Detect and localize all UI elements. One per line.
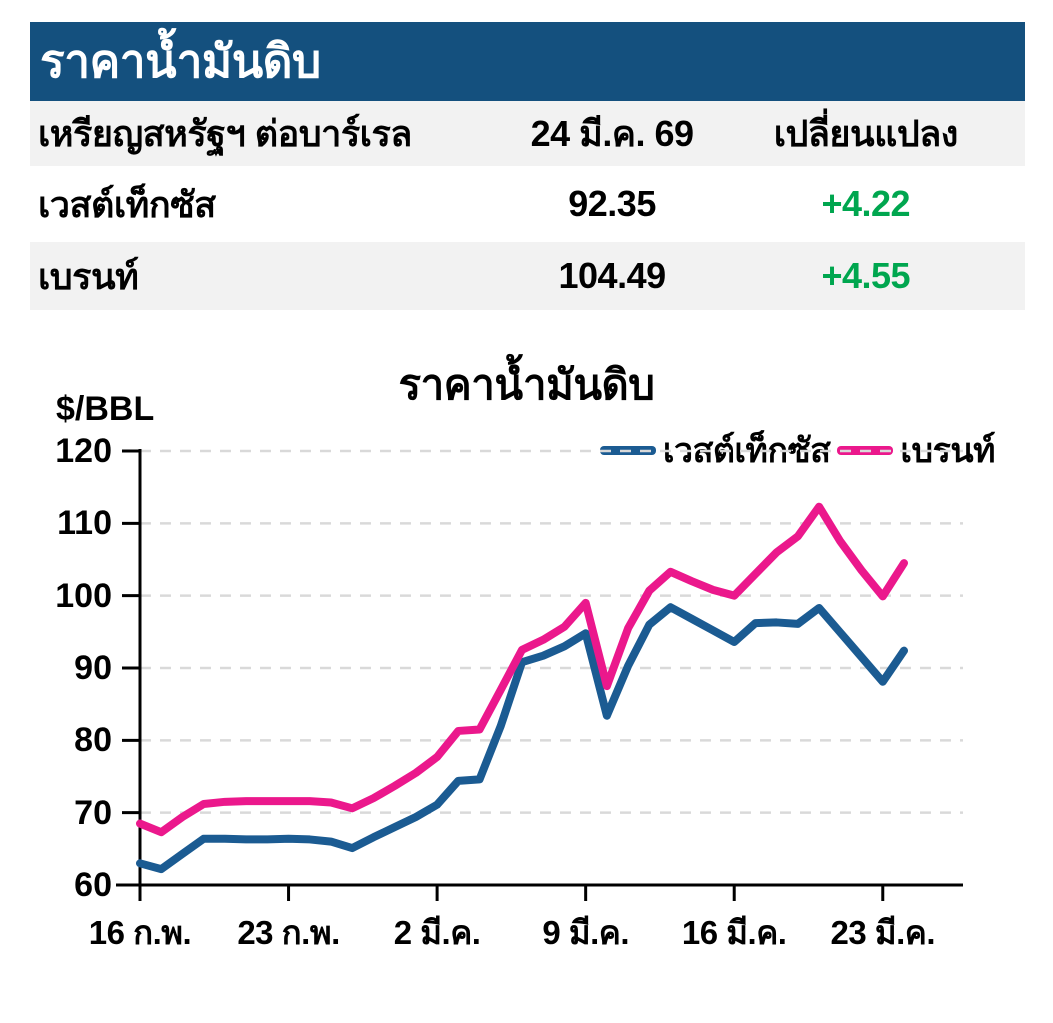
y-axis-label-90: 90 — [74, 649, 112, 687]
report-title-bar: ราคาน้ำมันดิบ — [30, 22, 1025, 101]
table-row-brent: เบรนท์ 104.49 +4.55 — [30, 242, 1025, 310]
x-axis-label-4: 16 มี.ค. — [681, 914, 787, 951]
y-axis-label-120: 120 — [55, 432, 112, 470]
y-axis-label-110: 110 — [57, 504, 112, 543]
x-axis-label-3: 9 มี.ค. — [542, 914, 629, 951]
report-title: ราคาน้ำมันดิบ — [40, 35, 321, 87]
table-row-wti: เวสต์เท็กซัส 92.35 +4.22 — [30, 166, 1025, 242]
table-header-change: เปลี่ยนแปลง — [773, 113, 959, 154]
table-header-unit: เหรียญสหรัฐฯ ต่อบาร์เรล — [38, 113, 412, 154]
x-axis-label-1: 23 ก.พ. — [237, 914, 340, 951]
x-axis-label-2: 2 มี.ค. — [393, 914, 481, 951]
series-line-brent — [136, 502, 908, 837]
y-axis-label-70: 70 — [74, 793, 112, 832]
table-header-date: 24 มี.ค. 69 — [530, 113, 694, 154]
chart-title: ราคาน้ำมันดิบ — [398, 361, 655, 408]
wti-change: +4.22 — [821, 183, 911, 224]
brent-change: +4.55 — [821, 255, 911, 296]
y-axis-label-60: 60 — [74, 866, 112, 904]
y-axis-unit-label: $/BBL — [56, 390, 155, 428]
x-axis-label-0: 16 ก.พ. — [88, 914, 192, 951]
y-axis-label-80: 80 — [74, 721, 112, 760]
x-axis-label-5: 23 มี.ค. — [830, 914, 936, 951]
table-header-row: เหรียญสหรัฐฯ ต่อบาร์เรล 24 มี.ค. 69 เปลี… — [30, 101, 1025, 166]
brent-price: 104.49 — [558, 255, 667, 296]
series-line-wti — [136, 603, 908, 874]
brent-name: เบรนท์ — [38, 255, 139, 297]
y-axis-label-100: 100 — [55, 576, 112, 615]
wti-price: 92.35 — [568, 183, 656, 224]
wti-name: เวสต์เท็กซัส — [38, 183, 216, 225]
